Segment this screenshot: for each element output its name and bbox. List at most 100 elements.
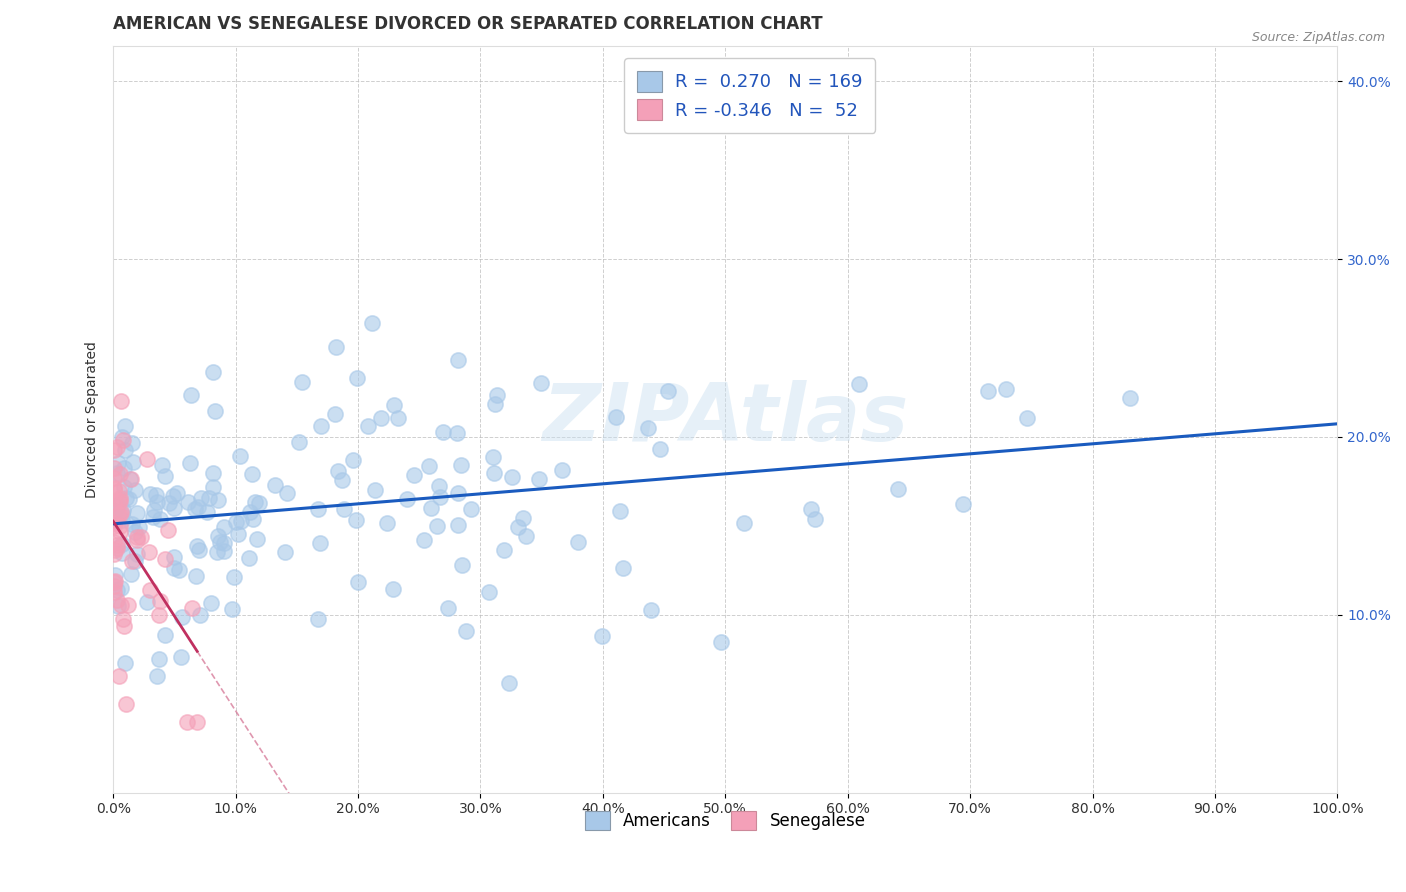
Point [501,469,523,483]
Point [107,498,129,512]
Point [977,384,1000,398]
Point [114,442,136,457]
Point [605,409,627,424]
Point [167,563,190,577]
Point [346,371,368,385]
Point [163,560,186,574]
Point [429,490,451,504]
Point [103,585,125,599]
Point [307,612,329,626]
Point [454,624,477,638]
Point [657,384,679,398]
Point [804,512,827,526]
Point [149,594,172,608]
Point [418,458,440,473]
Point [226,527,249,541]
Point [710,635,733,649]
Point [176,714,198,729]
Point [188,608,211,623]
Point [150,458,173,472]
Point [247,496,270,510]
Point [1015,411,1038,425]
Point [121,554,143,568]
Point [105,592,128,607]
Point [166,486,188,500]
Point [207,529,229,543]
Point [239,506,262,520]
Point [609,503,631,517]
Point [146,494,169,508]
Point [332,473,354,487]
Point [190,491,212,505]
Point [107,668,129,682]
Point [447,352,470,367]
Point [436,600,458,615]
Point [111,546,134,560]
Point [108,493,131,508]
Point [114,419,136,434]
Point [450,458,472,472]
Point [309,418,332,433]
Point [163,549,186,564]
Point [238,551,260,566]
Point [108,491,131,505]
Point [108,518,131,533]
Point [209,535,232,549]
Point [637,421,659,435]
Point [325,340,347,354]
Point [1119,391,1142,405]
Point [153,469,176,483]
Point [243,495,266,509]
Point [364,483,387,498]
Point [291,375,314,389]
Point [733,516,755,530]
Point [138,544,160,558]
Point [207,492,229,507]
Point [382,399,405,413]
Point [107,599,129,614]
Point [103,516,125,531]
Y-axis label: Divorced or Separated: Divorced or Separated [86,341,100,498]
Point [326,464,349,478]
Point [240,467,263,482]
Point [112,460,135,475]
Point [103,442,125,457]
Point [163,501,186,516]
Point [995,382,1018,396]
Point [429,479,451,493]
Point [402,467,425,482]
Point [508,519,530,533]
Point [446,425,468,440]
Point [110,394,132,409]
Point [202,365,225,379]
Point [482,467,505,481]
Point [170,650,193,665]
Point [412,533,434,547]
Point [162,489,184,503]
Point [848,377,870,392]
Point [648,442,671,457]
Point [121,436,143,450]
Point [157,496,180,510]
Point [200,596,222,610]
Point [111,612,134,626]
Point [142,503,165,517]
Point [146,669,169,683]
Point [591,629,613,643]
Point [288,435,311,450]
Point [103,482,125,496]
Point [145,488,167,502]
Point [118,492,141,507]
Point [103,471,125,485]
Point [484,397,506,411]
Point [110,581,132,595]
Point [498,676,520,690]
Point [103,482,125,496]
Point [202,480,225,494]
Point [121,455,143,469]
Point [887,483,910,497]
Point [112,433,135,447]
Point [952,497,974,511]
Point [104,543,127,558]
Point [103,579,125,593]
